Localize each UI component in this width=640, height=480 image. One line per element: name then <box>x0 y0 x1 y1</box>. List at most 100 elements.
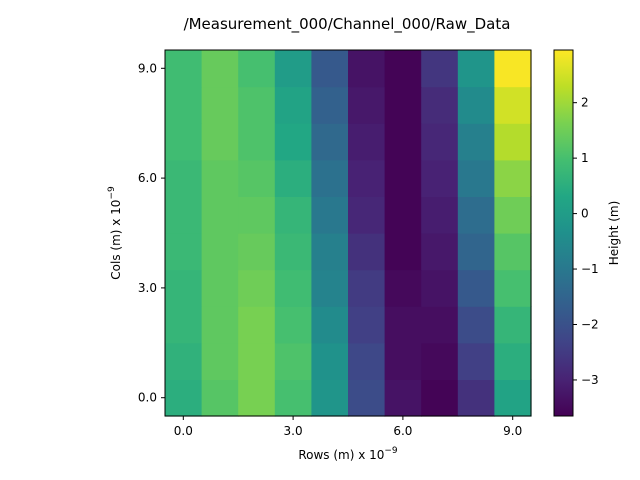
heatmap-cell <box>457 379 495 417</box>
heatmap-cell <box>311 379 349 417</box>
heatmap-cell <box>311 196 349 234</box>
heatmap-cell <box>457 50 495 88</box>
heatmap-cell <box>348 196 386 234</box>
heatmap-cell <box>165 86 203 124</box>
heatmap-cell <box>421 50 459 88</box>
heatmap-cell <box>457 233 495 271</box>
plot-frame <box>164 49 532 417</box>
heatmap-cell <box>494 123 532 161</box>
heatmap-cell <box>201 306 239 344</box>
heatmap-cell <box>238 342 276 380</box>
heatmap-cell <box>348 159 386 197</box>
heatmap-cell <box>348 123 386 161</box>
heatmap-cell <box>384 379 422 417</box>
heatmap-cell <box>384 269 422 307</box>
x-tick-label: 3.0 <box>284 424 303 438</box>
heatmap-cell <box>165 233 203 271</box>
heatmap-cell <box>201 159 239 197</box>
heatmap-cell <box>348 86 386 124</box>
heatmap-cell <box>421 196 459 234</box>
heatmap-cell <box>201 269 239 307</box>
x-tick-label: 0.0 <box>174 424 193 438</box>
colorbar-ticks: −3 −2 −1 0 1 2 <box>573 96 599 387</box>
colorbar-tick-label: −2 <box>581 318 599 332</box>
heatmap-cell <box>384 233 422 271</box>
heatmap-cell <box>201 123 239 161</box>
heatmap-cell <box>457 86 495 124</box>
heatmap-cell <box>384 86 422 124</box>
heatmap-cell <box>457 159 495 197</box>
heatmap-cell <box>165 269 203 307</box>
colorbar <box>554 50 573 416</box>
heatmap-cell <box>311 50 349 88</box>
heatmap-cell <box>384 342 422 380</box>
heatmap-cell <box>421 379 459 417</box>
heatmap-cell <box>494 342 532 380</box>
heatmap-cell <box>274 342 312 380</box>
heatmap-cell <box>238 269 276 307</box>
heatmap-cell <box>457 269 495 307</box>
heatmap-cell <box>238 159 276 197</box>
heatmap-cell <box>421 342 459 380</box>
heatmap-cell <box>201 86 239 124</box>
heatmap-cell <box>311 86 349 124</box>
heatmap-cell <box>494 86 532 124</box>
heatmap-cell <box>311 269 349 307</box>
heatmap-cell <box>238 86 276 124</box>
heatmap-cell <box>421 269 459 307</box>
heatmap-cell <box>274 50 312 88</box>
heatmap-cell <box>274 233 312 271</box>
heatmap-cell <box>348 342 386 380</box>
chart-title: /Measurement_000/Channel_000/Raw_Data <box>184 15 511 34</box>
colorbar-frame <box>553 49 574 417</box>
heatmap-cell <box>457 196 495 234</box>
heatmap-cell <box>457 123 495 161</box>
heatmap-cell <box>274 379 312 417</box>
heatmap-cell <box>165 159 203 197</box>
heatmap-cell <box>238 196 276 234</box>
heatmap-cell <box>238 233 276 271</box>
heatmap-cell <box>165 342 203 380</box>
colorbar-tick-label: 1 <box>581 151 589 165</box>
heatmap-cell <box>457 306 495 344</box>
heatmap-cell <box>384 306 422 344</box>
heatmap-cell <box>348 233 386 271</box>
heatmap-cell <box>238 306 276 344</box>
y-tick-label: 9.0 <box>138 61 157 75</box>
x-axis-label: Rows (m) x 10−9 <box>298 446 398 462</box>
x-axis-ticks: 0.0 3.0 6.0 9.0 <box>174 416 522 438</box>
heatmap-cell <box>494 233 532 271</box>
colorbar-tick-label: −1 <box>581 262 599 276</box>
colorbar-label: Height (m) <box>607 201 621 266</box>
heatmap-cell <box>201 342 239 380</box>
heatmap-cell <box>311 233 349 271</box>
heatmap-cell <box>274 86 312 124</box>
heatmap-cell <box>311 342 349 380</box>
heatmap-cell <box>421 233 459 271</box>
heatmap-cell <box>384 196 422 234</box>
heatmap-cell <box>238 123 276 161</box>
heatmap-cell <box>384 123 422 161</box>
heatmap-cell <box>165 196 203 234</box>
x-tick-label: 9.0 <box>503 424 522 438</box>
colorbar-tick-label: −3 <box>581 373 599 387</box>
heatmap-cell <box>384 50 422 88</box>
heatmap-cell <box>494 269 532 307</box>
colorbar-tick-label: 2 <box>581 96 589 110</box>
y-tick-label: 6.0 <box>138 171 157 185</box>
heatmap-cell <box>165 306 203 344</box>
colorbar-tick-label: 0 <box>581 207 589 221</box>
heatmap-cell <box>421 86 459 124</box>
heatmap-cell <box>274 196 312 234</box>
heatmap-cell <box>348 379 386 417</box>
heatmap-cell <box>421 306 459 344</box>
heatmap-cell <box>494 306 532 344</box>
y-tick-label: 0.0 <box>138 391 157 405</box>
heatmap-cell <box>165 50 203 88</box>
heatmap-cell <box>274 159 312 197</box>
y-axis-ticks: 0.0 3.0 6.0 9.0 <box>138 61 165 405</box>
heatmap-cell <box>348 306 386 344</box>
heatmap-cell <box>384 159 422 197</box>
heatmap-cell <box>165 123 203 161</box>
